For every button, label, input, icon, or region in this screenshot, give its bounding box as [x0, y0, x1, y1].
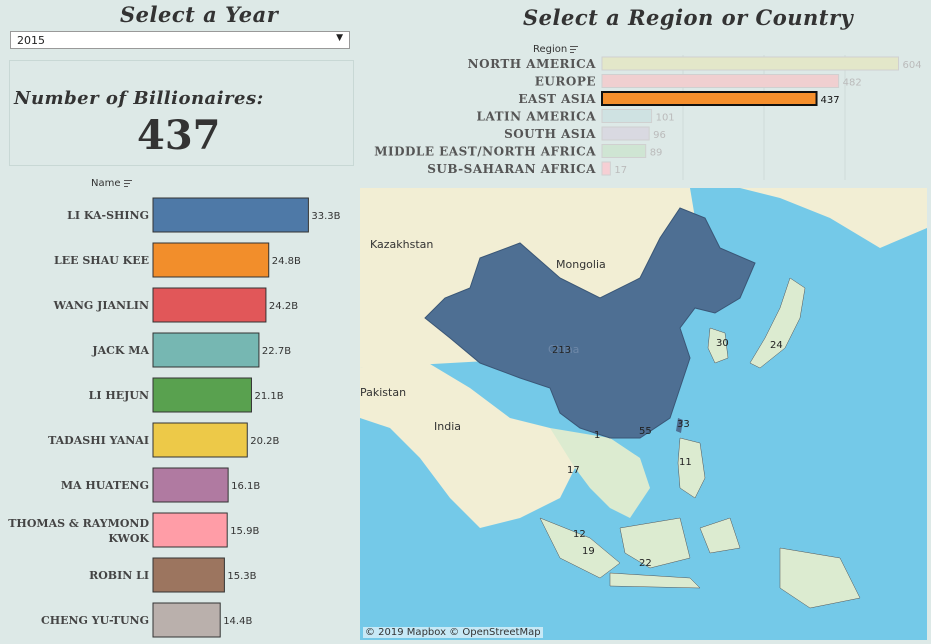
bar [601, 109, 653, 123]
category-label: SOUTH ASIA [504, 127, 596, 141]
name-label: WANG JIANLIN [53, 299, 149, 312]
bar [152, 197, 309, 233]
name-label: TADASHI YANAI [48, 434, 149, 447]
bar [152, 242, 270, 278]
bar [152, 287, 267, 323]
year-dropdown-value: 2015 [17, 34, 45, 47]
value-label: 24.8B [272, 256, 301, 267]
bar [152, 557, 225, 593]
region-map[interactable]: Kazakhstan Mongolia Pakistan India China… [360, 188, 927, 640]
value-label: 20.2B [250, 436, 279, 447]
kpi-value: 437 [137, 112, 221, 159]
bar [152, 512, 228, 548]
country-philippines [677, 437, 706, 499]
value-label: 89 [650, 148, 663, 159]
map-value: 22 [639, 558, 652, 569]
category-label: NORTH AMERICA [468, 57, 597, 71]
bar [601, 91, 818, 106]
category-label: EUROPE [535, 75, 596, 89]
bar [601, 74, 840, 88]
bar [152, 467, 229, 503]
kpi-card [9, 60, 354, 166]
sort-icon [570, 45, 579, 53]
name-header-label: Name [91, 178, 121, 189]
billionaire-bar-chart[interactable]: LI KA-SHING 33.3B LEE SHAU KEE 24.8B WANG JI… [0, 190, 355, 642]
map-attribution[interactable]: © 2019 Mapbox © OpenStreetMap [363, 627, 543, 638]
value-label: 101 [656, 113, 675, 124]
map-value: 17 [567, 465, 580, 476]
name-label: LI HEJUN [89, 389, 149, 402]
bar [601, 126, 650, 141]
country-china [424, 207, 756, 439]
bar [601, 56, 900, 71]
year-dropdown[interactable]: 2015 ▼ [10, 31, 350, 49]
region-header-label: Region [533, 44, 568, 55]
map-label: Pakistan [360, 386, 407, 399]
value-label: 15.9B [230, 526, 259, 537]
country-indonesia [539, 517, 861, 609]
value-label: 24.2B [269, 301, 298, 312]
value-label: 16.1B [231, 481, 260, 492]
name-label: MA HUATENG [61, 479, 149, 492]
name-label: ROBIN LI [89, 569, 149, 582]
map-label: India [434, 420, 461, 433]
name-label: CHENG YU-TUNG [41, 614, 149, 627]
value-label: 17 [614, 165, 627, 176]
category-label: LATIN AMERICA [477, 110, 597, 124]
value-label: 96 [653, 130, 666, 141]
category-label: EAST ASIA [518, 92, 596, 106]
map-label: Kazakhstan [370, 238, 434, 251]
country-japan [749, 277, 806, 369]
name-label: THOMAS & RAYMOND [8, 517, 149, 530]
map-value: 19 [582, 546, 595, 557]
category-label: SUB-SAHARAN AFRICA [427, 162, 596, 176]
name-label: LEE SHAU KEE [54, 254, 149, 267]
value-label: 21.1B [254, 391, 283, 402]
land-mass [360, 358, 580, 528]
bar [152, 422, 248, 458]
kpi-title: Number of Billionaires: [14, 88, 264, 109]
map-graphic [360, 188, 927, 609]
region-panel-title: Select a Region or Country [523, 5, 854, 30]
value-label: 33.3B [311, 211, 340, 222]
map-value: 12 [573, 529, 586, 540]
map-value: 30 [716, 338, 729, 349]
value-label: 437 [821, 95, 840, 106]
map-value: 33 [677, 419, 690, 430]
bar [601, 144, 647, 158]
land-mass [550, 428, 650, 518]
name-header[interactable]: Name [91, 178, 132, 189]
value-label: 14.4B [223, 616, 252, 627]
land-mass [360, 188, 927, 248]
region-header[interactable]: Region [533, 44, 579, 55]
region-bar-chart[interactable]: NORTH AMERICA 604 EUROPE 482 EAST ASIA 437 LAT… [360, 55, 927, 180]
value-label: 15.3B [227, 571, 256, 582]
map-value: 55 [639, 426, 652, 437]
bar [152, 332, 260, 368]
map-label: Mongolia [556, 258, 606, 271]
bar [152, 377, 252, 413]
chevron-down-icon: ▼ [336, 33, 343, 43]
value-label: 22.7B [262, 346, 291, 357]
year-filter-title: Select a Year [120, 2, 279, 27]
map-value: 213 [552, 345, 572, 356]
name-label: LI KA-SHING [67, 209, 149, 222]
map-value: 1 [594, 430, 601, 441]
map-value: 11 [679, 457, 692, 468]
name-label: KWOK [108, 532, 149, 545]
map-label: China [548, 343, 580, 356]
sort-icon [123, 179, 132, 187]
country-korea [707, 327, 729, 364]
map-value: 24 [770, 340, 783, 351]
category-label: MIDDLE EAST/NORTH AFRICA [374, 145, 596, 159]
value-label: 482 [843, 78, 862, 89]
name-label: JACK MA [91, 344, 149, 357]
value-label: 604 [903, 60, 922, 71]
bar [152, 602, 221, 638]
country-taiwan [676, 418, 683, 433]
bar [601, 161, 611, 176]
